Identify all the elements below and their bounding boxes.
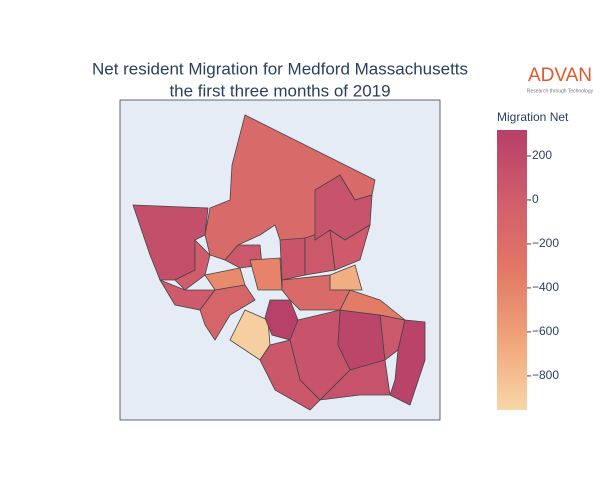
- colorbar-tick-label: 0: [532, 192, 539, 206]
- region: [389, 319, 426, 406]
- region: [199, 284, 256, 341]
- region: [329, 224, 371, 271]
- colorbar-title: Migration Net: [497, 110, 569, 124]
- colorbar-tick-label: −400: [532, 280, 559, 294]
- logo-name: ADVAN: [528, 65, 592, 86]
- chart-title: Net resident Migration for Medford Massa…: [92, 59, 468, 78]
- region: [318, 359, 391, 401]
- colorbar-tick-label: −200: [532, 236, 559, 250]
- region: [259, 339, 321, 411]
- logo-tagline: Research through Technology: [527, 88, 594, 94]
- colorbar: [497, 130, 527, 410]
- colorbar-tick-label: 200: [532, 148, 552, 162]
- chart-title: the first three months of 2019: [169, 81, 390, 100]
- colorbar-ticks: 200 0 −200 −400 −600 −800: [527, 148, 559, 382]
- colorbar-tick-label: −800: [532, 368, 559, 382]
- colorbar-tick-label: −600: [532, 324, 559, 338]
- region: [279, 237, 306, 281]
- regions: [132, 114, 426, 411]
